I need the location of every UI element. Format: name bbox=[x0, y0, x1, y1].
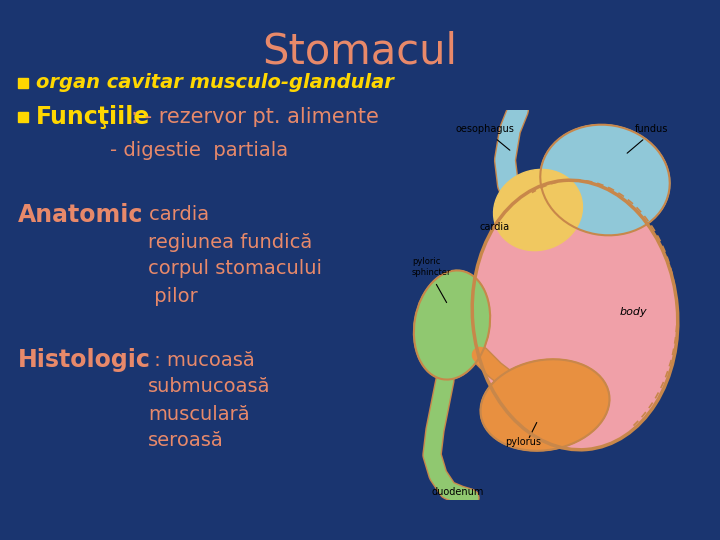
Bar bbox=[18, 112, 28, 122]
Ellipse shape bbox=[472, 180, 678, 450]
Text: pylorus: pylorus bbox=[505, 437, 541, 447]
Text: corpul stomacului: corpul stomacului bbox=[148, 260, 322, 279]
Text: pyloric
sphincter: pyloric sphincter bbox=[412, 257, 451, 277]
Text: pilor: pilor bbox=[148, 287, 198, 306]
Ellipse shape bbox=[540, 125, 670, 235]
Text: musculară: musculară bbox=[148, 404, 250, 423]
Text: Stomacul: Stomacul bbox=[263, 30, 457, 72]
Ellipse shape bbox=[480, 359, 610, 451]
Text: cardia: cardia bbox=[480, 222, 510, 232]
Text: oesophagus: oesophagus bbox=[455, 124, 514, 134]
Text: regiunea fundică: regiunea fundică bbox=[148, 233, 312, 252]
Ellipse shape bbox=[493, 170, 582, 251]
Text: - digestie  partiala: - digestie partiala bbox=[110, 140, 288, 159]
Text: body: body bbox=[620, 307, 647, 317]
Text: Anatomic: Anatomic bbox=[18, 203, 143, 227]
Text: : - rezervor pt. alimente: : - rezervor pt. alimente bbox=[131, 107, 379, 127]
Text: Histologic: Histologic bbox=[18, 348, 151, 372]
Text: Funcţiile: Funcţiile bbox=[36, 105, 150, 129]
Text: submucoasă: submucoasă bbox=[148, 377, 271, 396]
Text: organ cavitar musculo-glandular: organ cavitar musculo-glandular bbox=[36, 73, 394, 92]
Bar bbox=[18, 78, 28, 88]
Ellipse shape bbox=[414, 271, 490, 380]
Text: : cardia: : cardia bbox=[130, 206, 209, 225]
Text: seroasă: seroasă bbox=[148, 431, 224, 450]
Text: duodenum: duodenum bbox=[432, 487, 485, 497]
Text: fundus: fundus bbox=[635, 124, 668, 134]
Text: : mucoasă: : mucoasă bbox=[148, 350, 255, 369]
